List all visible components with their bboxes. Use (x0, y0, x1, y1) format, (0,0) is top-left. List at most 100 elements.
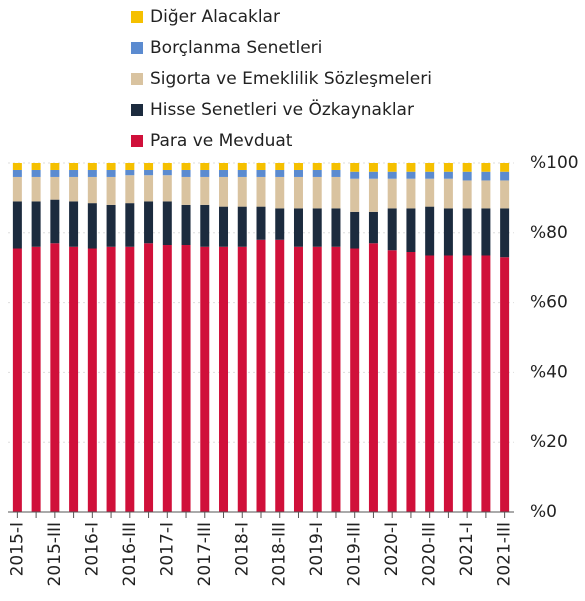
bar-segment (144, 201, 154, 244)
bar-segment (181, 176, 191, 205)
bar-segment (387, 178, 397, 209)
bar-segment (106, 169, 116, 177)
bar-segment (200, 176, 210, 205)
bar-segment (350, 171, 360, 179)
bar-segment (50, 169, 60, 177)
bar-segment (312, 163, 322, 170)
bar-segment (181, 204, 191, 246)
bar-segment (425, 178, 435, 207)
bar-segment (443, 171, 453, 179)
bar-segment (12, 163, 22, 170)
bar-segment (312, 169, 322, 177)
bar-segment (162, 201, 172, 246)
bar-segment (219, 169, 229, 177)
bar-segment (237, 163, 247, 170)
bar-segment (481, 180, 491, 209)
bar-segment (387, 208, 397, 251)
bar-segment (312, 176, 322, 209)
bar-segment (31, 169, 41, 177)
x-tick-label: 2015-I (7, 522, 27, 576)
bar-segment (219, 176, 229, 207)
x-tick-label: 2019-I (307, 522, 327, 576)
legend-swatch (131, 73, 143, 85)
bar-segment (462, 171, 472, 181)
bar-segment (181, 169, 191, 177)
y-tick-label: %60 (530, 293, 568, 313)
bar-segment (31, 163, 41, 170)
y-tick-label: %20 (530, 432, 568, 452)
bar-segment (331, 208, 341, 247)
bar-segment (50, 176, 60, 200)
bar-segment (406, 208, 416, 252)
bar-segment (256, 163, 266, 170)
bar-segment (275, 239, 285, 512)
bar-segment (500, 208, 510, 258)
bar-segment (406, 178, 416, 209)
bar-segment (106, 176, 116, 205)
bar-segment (406, 251, 416, 512)
bar-segment (293, 246, 303, 512)
bar-segment (12, 201, 22, 249)
bar-segment (425, 255, 435, 513)
bar-segment (144, 175, 154, 202)
bar-segment (387, 163, 397, 172)
bar-segment (31, 176, 41, 202)
bar-segment (50, 163, 60, 170)
bar-segment (312, 246, 322, 512)
x-tick-label: 2020-III (420, 522, 440, 586)
bar-segment (237, 246, 247, 512)
x-tick-label: 2018-I (232, 522, 252, 576)
bar-segment (106, 246, 116, 512)
bar-segment (331, 176, 341, 209)
bar-segment (406, 163, 416, 172)
bar-segment (275, 163, 285, 170)
legend-label: Borçlanma Senetleri (150, 38, 322, 58)
bar-segment (293, 169, 303, 177)
bar-segment (144, 243, 154, 512)
bar-segment (125, 203, 135, 247)
bar-segment (500, 171, 510, 181)
bar-segment (12, 169, 22, 177)
x-tick-label: 2015-III (45, 522, 65, 586)
bar-segment (387, 250, 397, 512)
x-tick-label: 2016-I (82, 522, 102, 576)
bar-segment (256, 176, 266, 207)
bar-segment (500, 257, 510, 512)
bar-segment (462, 180, 472, 209)
bar-segment (200, 163, 210, 170)
bar-segment (87, 176, 97, 204)
bar-segment (200, 246, 210, 512)
y-tick-label: %40 (530, 362, 568, 382)
bar-segment (87, 169, 97, 177)
bar-segment (368, 163, 378, 172)
bar-segment (106, 163, 116, 170)
bar-segment (331, 246, 341, 512)
bar-segment (69, 246, 79, 512)
bar-segment (500, 163, 510, 172)
bar-segment (69, 201, 79, 247)
x-tick-label: 2019-III (345, 522, 365, 586)
bar-segment (12, 176, 22, 202)
bar-segment (293, 176, 303, 209)
x-tick-label: 2018-III (270, 522, 290, 586)
bar-segment (462, 163, 472, 172)
x-tick-label: 2021-I (457, 522, 477, 576)
bar-segment (312, 208, 322, 247)
legend-swatch (131, 135, 143, 147)
bar-segment (275, 176, 285, 209)
bar-segment (462, 255, 472, 513)
x-tick-label: 2017-I (157, 522, 177, 576)
bar-segment (425, 206, 435, 256)
bar-segment (350, 248, 360, 512)
bar-segment (350, 178, 360, 212)
bar-segment (50, 199, 60, 244)
bar-segment (87, 248, 97, 512)
bar-segment (368, 243, 378, 512)
bar-segment (368, 178, 378, 212)
bar-segment (481, 171, 491, 181)
bar-segment (181, 163, 191, 170)
bar-segment (425, 171, 435, 179)
bar-segment (237, 176, 247, 207)
bar-segment (31, 201, 41, 247)
bar-segment (275, 208, 285, 240)
